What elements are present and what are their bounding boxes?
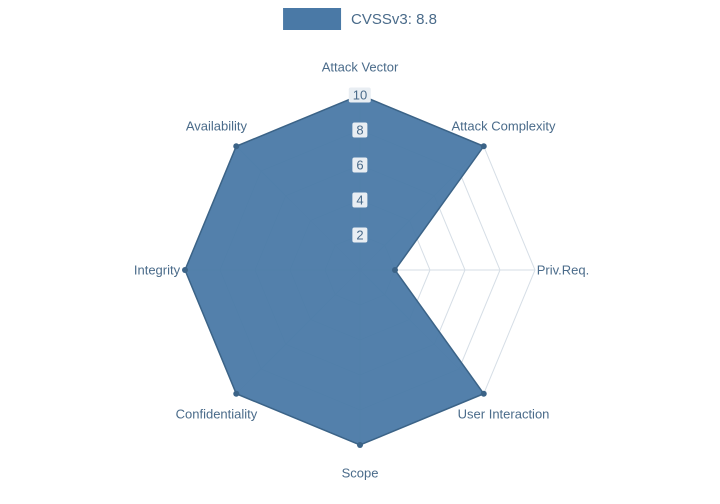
axis-label: Confidentiality	[176, 406, 258, 421]
tick-label: 8	[352, 123, 367, 138]
axis-label: Priv.Req.	[537, 263, 590, 278]
axis-label: Integrity	[134, 263, 180, 278]
radar-svg	[0, 0, 720, 504]
tick-label: 2	[352, 228, 367, 243]
axis-label: Availability	[186, 119, 247, 134]
tick-label: 6	[352, 158, 367, 173]
axis-label: Attack Complexity	[452, 119, 556, 134]
tick-label: 4	[352, 193, 367, 208]
radar-chart-container: CVSSv3: 8.8 Attack VectorAttack Complexi…	[0, 0, 720, 504]
tick-label: 10	[349, 88, 371, 103]
axis-label: User Interaction	[458, 406, 550, 421]
axis-label: Attack Vector	[322, 60, 399, 75]
axis-label: Scope	[342, 466, 379, 481]
